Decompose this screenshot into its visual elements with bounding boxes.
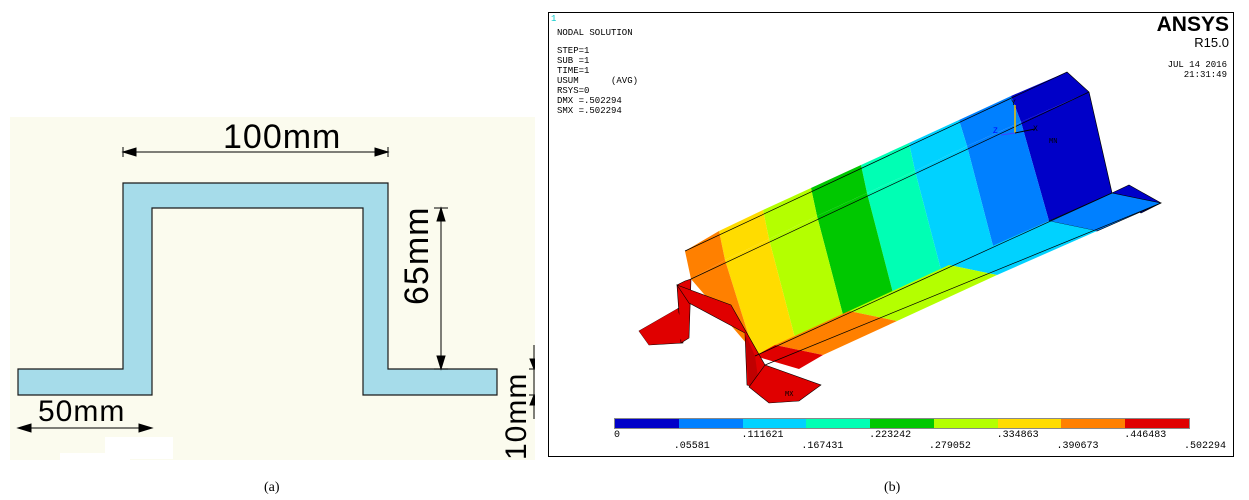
dimension-50mm-line: [16, 423, 154, 433]
dimension-65mm-label: 65mm: [398, 206, 436, 305]
cross-section-panel: 100mm 65mm 50mm 10mm: [10, 117, 539, 460]
result-title: NODAL SOLUTION: [557, 28, 633, 38]
colorbar-segment: [870, 419, 934, 428]
colorbar-segment: [1125, 419, 1190, 428]
colorbar-segment: [678, 419, 743, 428]
dimension-65mm-line: [434, 206, 448, 371]
colorbar-segment: [615, 419, 679, 428]
colorbar-segment: [742, 419, 807, 428]
colorbar-tick-label: .279052: [928, 441, 971, 452]
dimension-50mm-label: 50mm: [38, 395, 126, 428]
caption-a: (a): [264, 480, 280, 495]
colorbar-tick-label: .446483: [1124, 430, 1167, 441]
time-text: TIME=1: [557, 66, 590, 76]
colorbar-tick-label: .05581: [673, 441, 710, 452]
result-date: JUL 14 2016: [1167, 60, 1227, 70]
colorbar-tick-label: .334863: [996, 430, 1039, 441]
axis-x-label: X: [1033, 125, 1038, 134]
colorbar-segment: [806, 419, 871, 428]
dmx-text: DMX =.502294: [557, 96, 622, 106]
colorbar-tick-label: .502294: [1184, 441, 1227, 452]
window-number: 1: [551, 14, 557, 24]
colorbar-segment: [1061, 419, 1126, 428]
smx-text: SMX =.502294: [557, 106, 622, 116]
min-marker-label: MN: [1049, 138, 1057, 146]
max-marker-label: MX: [785, 391, 794, 399]
colorbar-labels: 0 .111621 .223242 .334863 .446483 .05581 .1674…: [549, 13, 1235, 458]
colorbar-tick-label: .390673: [1056, 441, 1099, 452]
dimension-100mm-line: [121, 147, 390, 157]
step-text: STEP=1: [557, 46, 590, 56]
axis-z-label: Z: [993, 127, 998, 136]
axis-y-label: Y: [1011, 99, 1016, 108]
caption-b: (b): [884, 480, 901, 495]
colorbar-tick-label: 0: [614, 430, 621, 441]
ansys-logo-text: ANSYS: [1156, 13, 1229, 36]
ansys-result-window: 1 NODAL SOLUTION STEP=1 SUB =1 TIME=1 US…: [548, 12, 1234, 457]
coordinate-axes-icon: [1000, 105, 1036, 136]
hat-profile-shape: [17, 182, 498, 396]
rsys-text: RSYS=0: [557, 86, 590, 96]
colorbar-tick-label: .111621: [741, 430, 784, 441]
colorbar-tick-label: .167431: [801, 441, 844, 452]
sub-text: SUB =1: [557, 56, 590, 66]
dimension-100mm-label: 100mm: [223, 118, 342, 156]
colorbar-segment: [997, 419, 1062, 428]
dimension-10mm-label: 10mm: [500, 372, 533, 460]
blank-label-patch: [60, 453, 130, 460]
contour-colorbar: [614, 418, 1190, 429]
colorbar-segment: [933, 419, 998, 428]
result-clock: 21:31:49: [1183, 70, 1227, 80]
deformed-beam-contour: Y Z X MN MX: [638, 71, 1162, 404]
colorbar-tick-label: .223242: [869, 430, 912, 441]
cross-section-drawing: [16, 147, 539, 460]
ansys-version: R15.0: [1194, 35, 1229, 50]
usum-text: USUM (AVG): [557, 76, 639, 86]
